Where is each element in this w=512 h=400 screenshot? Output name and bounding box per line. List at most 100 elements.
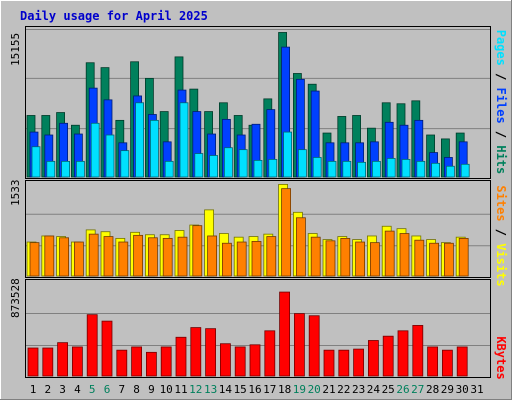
day-label-24: 24 (367, 383, 381, 396)
bar-kbytes-day-17 (264, 330, 276, 377)
bar-pages-day-23 (357, 161, 367, 178)
bar-kbytes-day-4 (72, 346, 83, 377)
panel-visits-legend: Sites / Visits (494, 185, 508, 286)
day-label-16: 16 (248, 383, 261, 396)
bar-pages-day-1 (31, 146, 41, 178)
day-label-4: 4 (74, 383, 81, 396)
bar-kbytes-day-14 (219, 343, 231, 377)
day-label-19: 19 (293, 383, 306, 396)
bar-kbytes-day-28 (427, 346, 439, 377)
legend-part: / (494, 124, 508, 146)
bar-sites-day-26 (399, 233, 410, 277)
bar-pages-day-24 (371, 160, 381, 178)
legend-part: Hits (494, 145, 508, 174)
day-label-7: 7 (118, 383, 125, 396)
day-label-9: 9 (148, 383, 155, 396)
bar-pages-day-22 (342, 160, 352, 178)
bar-sites-day-11 (177, 236, 188, 277)
bar-kbytes-day-5 (86, 314, 98, 377)
bar-kbytes-day-23 (353, 348, 365, 377)
day-label-14: 14 (219, 383, 233, 396)
bar-sites-day-4 (74, 241, 84, 277)
bar-kbytes-day-30 (456, 346, 468, 377)
day-label-1: 1 (30, 383, 37, 396)
day-label-26: 26 (396, 383, 409, 396)
bar-kbytes-day-19 (293, 313, 305, 377)
day-label-23: 23 (352, 383, 365, 396)
bar-sites-day-18 (281, 188, 292, 277)
bar-kbytes-day-24 (367, 340, 379, 377)
bar-sites-day-19 (295, 217, 306, 277)
bar-pages-day-13 (209, 155, 219, 178)
bar-pages-day-14 (223, 147, 233, 178)
bar-sites-day-2 (44, 235, 55, 277)
bar-pages-day-6 (105, 134, 115, 178)
bar-kbytes-day-9 (145, 351, 157, 377)
day-label-8: 8 (133, 383, 140, 396)
legend-part: KBytes (494, 336, 508, 379)
bar-sites-day-21 (325, 240, 336, 277)
bar-kbytes-day-22 (338, 349, 350, 377)
day-label-13: 13 (204, 383, 217, 396)
bar-sites-day-12 (192, 225, 203, 277)
bar-sites-day-25 (384, 230, 395, 277)
bar-sites-day-5 (88, 233, 99, 277)
day-label-22: 22 (337, 383, 350, 396)
bar-pages-day-20 (312, 157, 322, 178)
bar-sites-day-22 (340, 237, 351, 277)
bar-pages-day-9 (149, 119, 159, 178)
bar-sites-day-10 (162, 237, 173, 277)
bar-kbytes-day-6 (101, 320, 113, 377)
bar-sites-day-28 (429, 242, 440, 277)
bar-pages-day-2 (46, 160, 56, 178)
bar-sites-day-17 (266, 236, 277, 277)
bar-kbytes-day-7 (116, 349, 128, 377)
day-label-3: 3 (59, 383, 66, 396)
bar-kbytes-day-26 (397, 330, 409, 377)
bar-pages-day-27 (416, 160, 426, 178)
bar-sites-day-27 (414, 239, 425, 277)
bar-kbytes-day-12 (190, 327, 202, 377)
day-label-2: 2 (44, 383, 51, 396)
x-axis-labels: 1 2 3 4 5 6 7 8 9 10 11 12 13 14 15 16 17 18 19 20 21 22 23 24 2… (30, 383, 484, 396)
bar-sites-day-14 (221, 242, 232, 277)
legend-part: Files (494, 88, 508, 124)
bar-sites-day-6 (103, 236, 114, 277)
bar-sites-day-7 (118, 241, 129, 277)
panel-kbytes-frame (25, 279, 491, 378)
bar-pages-day-4 (76, 160, 85, 178)
bar-kbytes-day-2 (42, 347, 54, 377)
panel-hits-legend: Pages / Files / Hits (494, 30, 508, 175)
day-label-18: 18 (278, 383, 291, 396)
bar-pages-day-12 (194, 153, 204, 178)
bar-pages-day-30 (460, 163, 470, 178)
bar-kbytes-day-21 (323, 349, 335, 377)
bar-sites-day-20 (310, 236, 321, 277)
day-label-5: 5 (89, 383, 96, 396)
bar-pages-day-17 (268, 159, 278, 178)
day-label-28: 28 (426, 383, 439, 396)
panel-visits-frame (25, 180, 491, 278)
bar-kbytes-day-20 (308, 315, 320, 377)
bar-kbytes-day-1 (27, 347, 39, 377)
bar-pages-day-18 (283, 131, 293, 178)
day-label-15: 15 (234, 383, 247, 396)
legend-part: Pages (494, 30, 508, 66)
bar-kbytes-day-18 (279, 291, 291, 377)
legend-part: / (494, 222, 508, 244)
day-label-6: 6 (104, 383, 111, 396)
bar-sites-day-29 (443, 242, 454, 277)
bar-kbytes-day-10 (160, 346, 172, 377)
day-label-27: 27 (411, 383, 424, 396)
legend-part: Visits (494, 243, 508, 286)
legend-part: Sites (494, 185, 508, 221)
bar-pages-day-16 (253, 159, 263, 178)
bar-sites-day-9 (147, 237, 158, 277)
panel-hits-frame (25, 26, 491, 179)
bar-sites-day-16 (251, 241, 262, 277)
bar-pages-day-15 (238, 149, 248, 178)
day-label-12: 12 (189, 383, 202, 396)
bar-kbytes-day-8 (131, 346, 143, 377)
